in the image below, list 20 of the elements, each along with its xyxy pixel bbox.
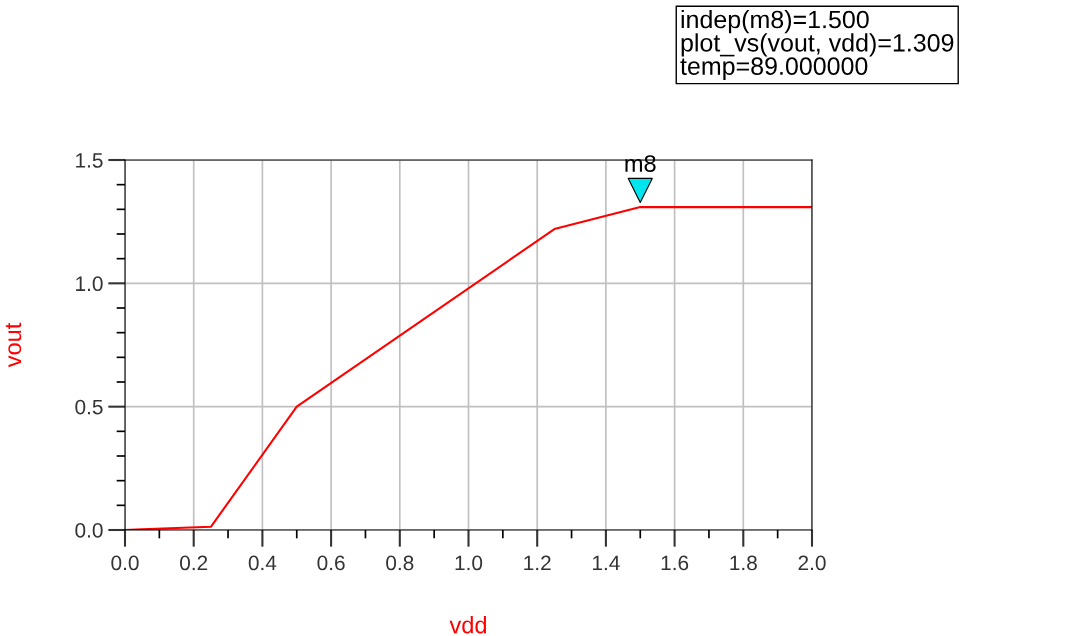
y-axis-title: vout [5, 322, 22, 368]
x-tick-label: 1.0 [455, 555, 483, 571]
x-axis-title: vdd [449, 616, 487, 634]
x-tick-label: 1.2 [524, 555, 551, 571]
y-tick-label: 1.5 [76, 153, 103, 168]
x-tick-label: 0.4 [248, 555, 277, 571]
y-tick-label: 0.5 [75, 399, 103, 415]
x-tick-label: 0.0 [111, 555, 139, 571]
x-tick-label: 1.6 [661, 555, 689, 571]
x-tick-label: 1.8 [730, 555, 757, 571]
text: indep(m8)=1.500 [681, 10, 869, 34]
x-tick-label: 0.8 [386, 555, 414, 571]
y-tick-label: 1.0 [76, 276, 103, 292]
x-tick-label: 0.2 [180, 555, 208, 571]
x-tick-label: 2.0 [798, 555, 826, 571]
text: temp=89.000000 [680, 57, 868, 80]
text: plot_vs(vout, vdd)=1.309 [681, 33, 954, 57]
y-tick-label: 0.0 [75, 523, 103, 538]
x-tick-label: 0.6 [317, 555, 345, 571]
x-tick-label: 1.4 [593, 555, 620, 571]
